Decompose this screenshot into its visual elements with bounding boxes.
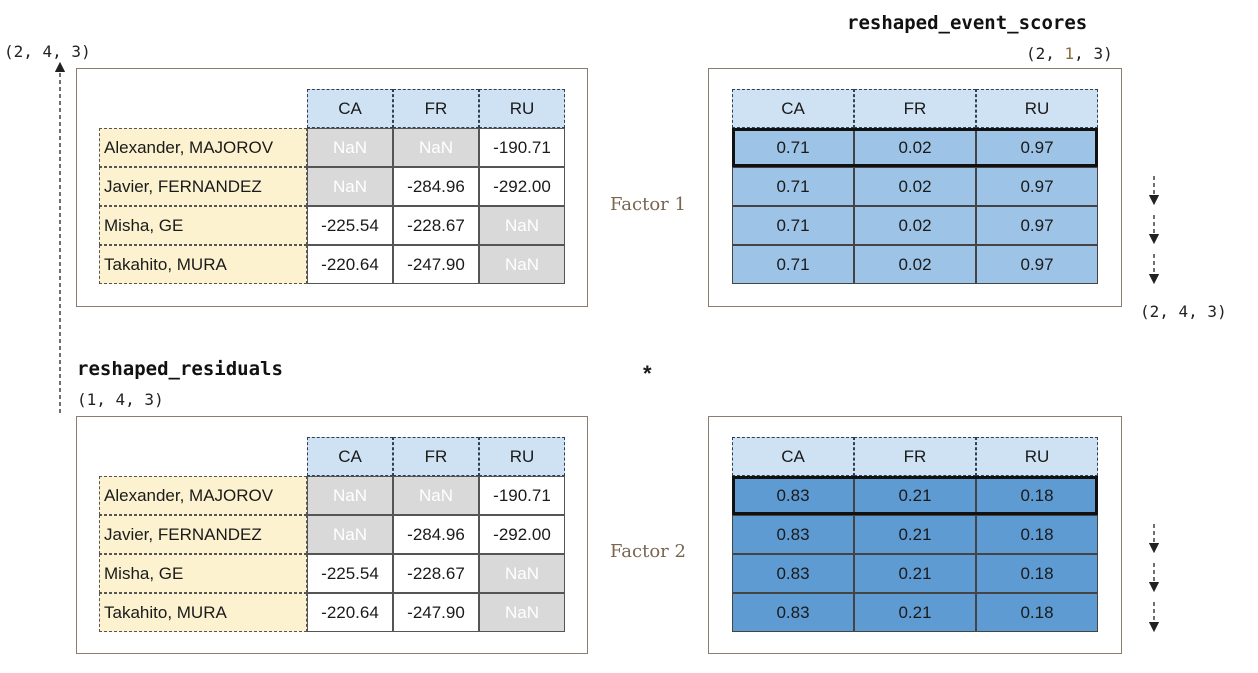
score-cell: 0.02: [854, 128, 976, 167]
column-header-ca: CA: [307, 437, 393, 476]
residual-cell: -228.67: [393, 554, 479, 593]
row-label: Takahito, MURA: [99, 593, 307, 632]
residual-cell: -292.00: [479, 515, 565, 554]
score-cell: 0.02: [854, 206, 976, 245]
residual-cell: NaN: [479, 206, 565, 245]
event-scores-shape: (2, 1, 3): [1026, 44, 1113, 63]
row-label: Takahito, MURA: [99, 245, 307, 284]
score-cell: 0.97: [976, 245, 1098, 284]
column-header-fr: FR: [393, 437, 479, 476]
score-cell: 0.18: [976, 515, 1098, 554]
residual-cell: -284.96: [393, 515, 479, 554]
residual-cell: NaN: [479, 593, 565, 632]
original-score-row-highlight: [732, 128, 1098, 167]
event-scores-panel-factor-1: [708, 68, 1122, 307]
output-shape-label: (2, 4, 3): [4, 42, 91, 61]
broadcast-dimension: 1: [1064, 44, 1075, 63]
residual-cell: -220.64: [307, 593, 393, 632]
score-cell: 0.21: [854, 554, 976, 593]
score-cell: 0.02: [854, 245, 976, 284]
factor-2-label: Factor 2: [610, 541, 686, 562]
score-cell: 0.97: [976, 167, 1098, 206]
residual-cell: -190.71: [479, 476, 565, 515]
residual-cell: -225.54: [307, 554, 393, 593]
residual-cell: -228.67: [393, 206, 479, 245]
residual-cell: -292.00: [479, 167, 565, 206]
column-header-ru: RU: [479, 89, 565, 128]
score-cell: 0.83: [732, 476, 854, 515]
residual-cell: -284.96: [393, 167, 479, 206]
score-cell: 0.02: [854, 167, 976, 206]
residual-cell: NaN: [307, 476, 393, 515]
score-cell: 0.71: [732, 245, 854, 284]
row-label: Misha, GE: [99, 206, 307, 245]
original-score-row-highlight: [732, 476, 1098, 515]
residual-cell: NaN: [479, 245, 565, 284]
residual-cell: -220.64: [307, 245, 393, 284]
column-header-ca: CA: [732, 89, 854, 128]
column-header-fr: FR: [393, 89, 479, 128]
event-scores-panel-factor-2: [708, 416, 1122, 654]
score-cell: 0.83: [732, 593, 854, 632]
residual-cell: NaN: [307, 515, 393, 554]
residual-cell: -190.71: [479, 128, 565, 167]
residual-cell: -247.90: [393, 593, 479, 632]
score-cell: 0.71: [732, 167, 854, 206]
residual-cell: -247.90: [393, 245, 479, 284]
residuals-title: reshaped_residuals: [77, 358, 283, 380]
score-cell: 0.21: [854, 593, 976, 632]
column-header-ru: RU: [479, 437, 565, 476]
factor-1-label: Factor 1: [610, 194, 686, 215]
row-label: Alexander, MAJOROV: [99, 476, 307, 515]
score-cell: 0.18: [976, 593, 1098, 632]
score-cell: 0.83: [732, 554, 854, 593]
residual-cell: NaN: [307, 167, 393, 206]
event-scores-title: reshaped_event_scores: [847, 12, 1088, 34]
row-label: Javier, FERNANDEZ: [99, 167, 307, 206]
score-cell: 0.18: [976, 554, 1098, 593]
residual-cell: NaN: [393, 476, 479, 515]
residual-cell: -225.54: [307, 206, 393, 245]
column-header-fr: FR: [854, 89, 976, 128]
column-header-fr: FR: [854, 437, 976, 476]
residual-cell: NaN: [479, 554, 565, 593]
score-cell: 0.71: [732, 206, 854, 245]
column-header-ca: CA: [307, 89, 393, 128]
score-cell: 0.21: [854, 515, 976, 554]
row-label: Javier, FERNANDEZ: [99, 515, 307, 554]
residual-cell: NaN: [307, 128, 393, 167]
residuals-panel-factor-2: [76, 416, 588, 654]
residual-cell: NaN: [393, 128, 479, 167]
column-header-ca: CA: [732, 437, 854, 476]
residuals-panel-factor-1: [76, 68, 588, 307]
broadcast-shape-label: (2, 4, 3): [1140, 302, 1227, 321]
multiply-operator: *: [643, 361, 652, 386]
column-header-ru: RU: [976, 89, 1098, 128]
row-label: Alexander, MAJOROV: [99, 128, 307, 167]
score-cell: 0.97: [976, 206, 1098, 245]
residuals-shape: (1, 4, 3): [77, 390, 164, 409]
column-header-ru: RU: [976, 437, 1098, 476]
score-cell: 0.83: [732, 515, 854, 554]
row-label: Misha, GE: [99, 554, 307, 593]
